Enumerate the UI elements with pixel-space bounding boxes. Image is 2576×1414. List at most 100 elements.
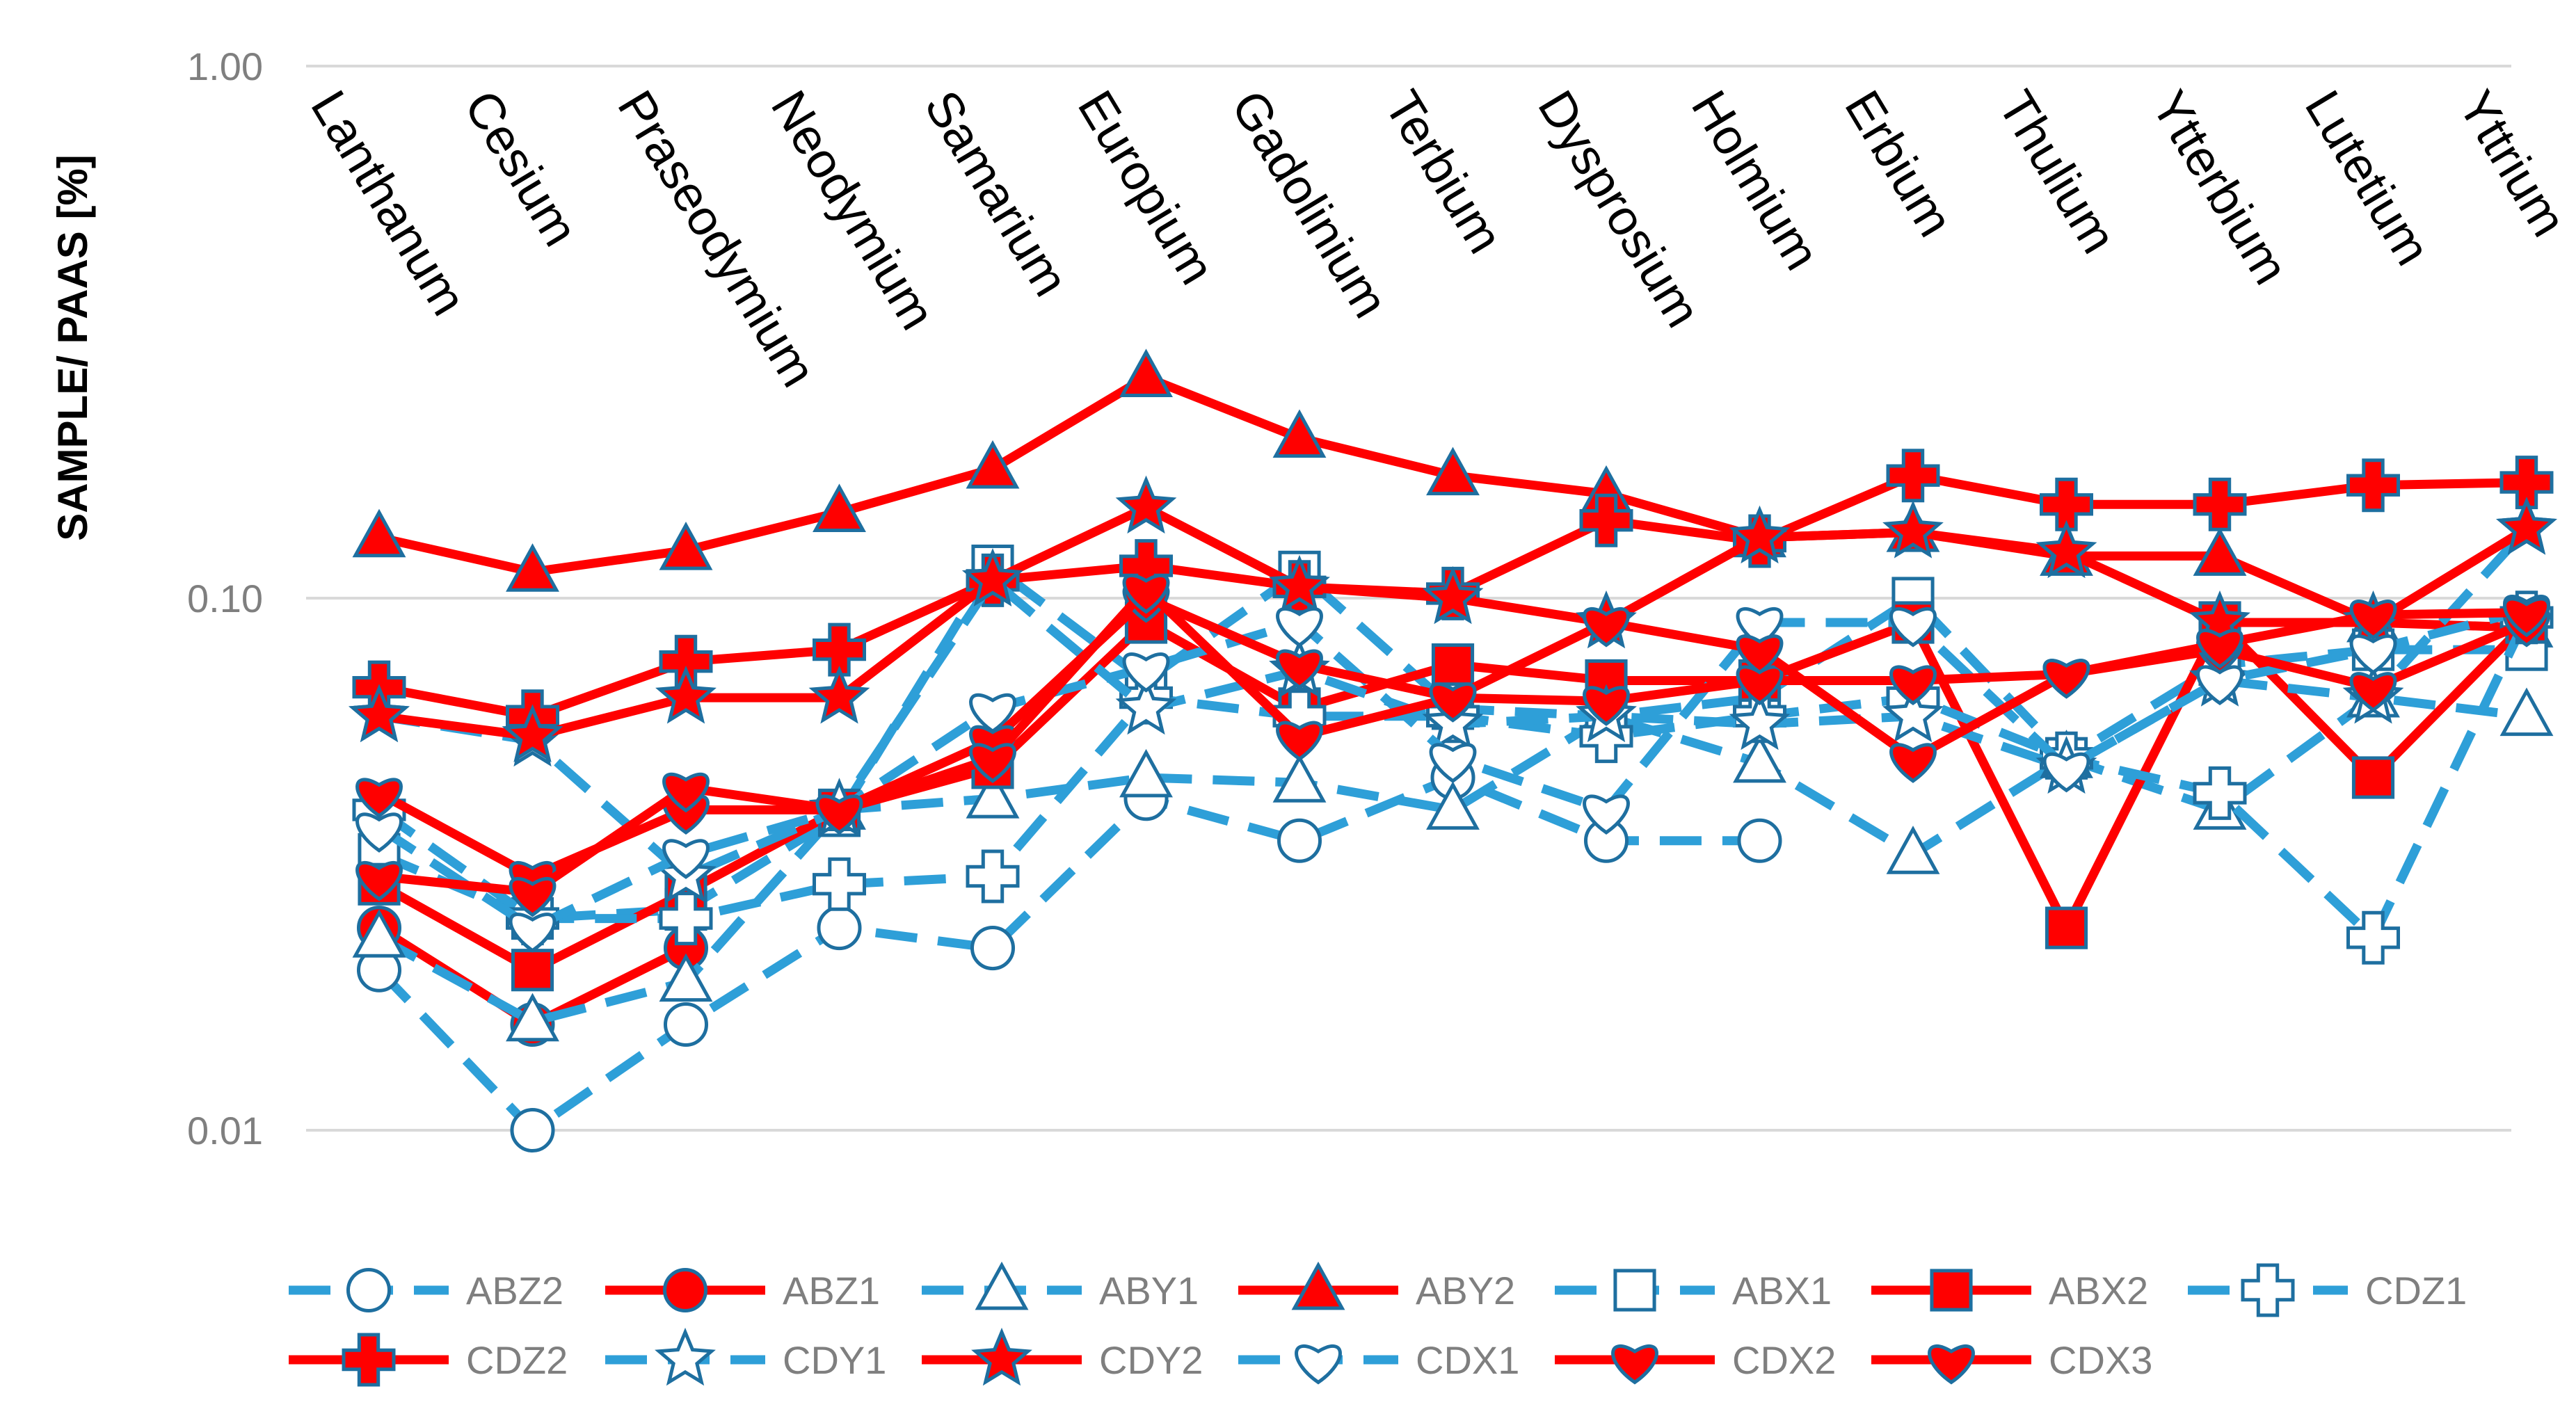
y-tick-label: 1.00 [187,45,263,88]
data-point [1119,748,1173,798]
data-point [1736,607,1784,648]
data-point [1889,607,1937,648]
series-cdx3 [355,574,2550,917]
data-point [813,857,866,911]
data-point [966,770,1020,819]
legend-label: CDX1 [1416,1338,1519,1382]
legend-item-cdy1: CDY1 [605,1327,886,1386]
category-label: Erbium [1834,81,1963,246]
data-point [1737,818,1782,863]
data-point [962,548,1023,606]
data-point [355,812,403,853]
data-point [352,508,406,558]
legend-item-cdx3: CDX3 [1871,1338,2152,1385]
legend-label: ABX1 [1732,1269,1832,1312]
data-point [1886,826,1940,874]
data-point [1886,449,1940,503]
y-axis-ticks: 1.00 0.10 0.01 [187,45,263,1152]
legend-marker [971,1327,1032,1386]
legend-item-aby1: ABY1 [922,1261,1199,1312]
data-point [1889,743,1937,783]
data-point [355,861,403,901]
data-point [1882,684,1944,743]
data-point [2499,456,2554,510]
legend-marker [346,1267,392,1313]
legend-marker [342,1333,396,1387]
legend-item-aby2: ABY2 [1238,1261,1515,1312]
legend-label: ABZ1 [783,1269,880,1312]
data-point [511,949,554,992]
data-point [2045,906,2088,949]
data-point [1429,743,1477,783]
data-point [2503,597,2550,638]
series-abz2 [356,755,1782,1153]
data-point [1431,643,1475,686]
data-point [2346,458,2400,513]
data-point [2349,672,2397,712]
legend: ABZ2 ABZ1 ABY1 ABY2 ABX1 ABX2 CDZ1 CDZ2 CDY1 CDY2… [289,1261,2467,1387]
data-point [509,913,557,953]
legend-item-cdx2: CDX2 [1555,1338,1836,1385]
data-point [970,926,1016,971]
data-point [506,543,559,592]
data-point [1122,574,1170,614]
data-point [1729,505,1791,564]
legend-label: CDZ2 [466,1338,568,1382]
data-point [2042,659,2090,699]
data-point [1276,649,1323,690]
legend-item-cdx1: CDX1 [1238,1338,1519,1385]
category-label: Samarium [913,81,1079,305]
category-label: Holmium [1681,81,1830,280]
legend-label: ABX2 [2049,1269,2148,1312]
data-point [2349,634,2397,675]
data-point [1882,500,1944,559]
data-point [1583,794,1630,835]
legend-label: ABY1 [1099,1269,1199,1312]
data-point [813,622,866,677]
data-point [1426,781,1480,830]
series-line [376,693,2527,1027]
data-point [2035,520,2097,579]
legend-marker [1611,1344,1658,1385]
data-point [1426,447,1480,496]
data-point [808,665,870,724]
legend-marker [1295,1344,1342,1385]
data-point [659,892,713,946]
category-label: Dysprosium [1527,81,1711,337]
data-point [2193,766,2247,820]
data-point [355,778,403,818]
y-axis-title: SAMPLE/ PAAS [%] [49,154,96,541]
data-point [1119,348,1173,397]
data-point [662,839,710,879]
data-point [662,772,710,813]
data-point [1272,409,1327,458]
data-point [1579,493,1633,547]
data-point [1583,607,1630,648]
legend-label: ABY2 [1416,1269,1515,1312]
legend-label: CDX3 [2049,1338,2152,1382]
data-point [815,794,863,835]
category-label: Neodymium [760,81,945,339]
legend-item-cdy2: CDY2 [922,1327,1203,1386]
data-point [1269,554,1330,613]
data-point [1429,682,1477,723]
data-point [2193,477,2247,531]
data-point [1889,665,1937,706]
category-label: Lanthanum [300,81,477,325]
data-point [1276,721,1323,762]
legend-item-abz1: ABZ1 [605,1267,880,1313]
data-point [2349,600,2397,640]
data-point [1729,691,1791,750]
data-point [502,704,563,762]
legend-marker [655,1327,716,1386]
data-point [1272,754,1327,803]
data-point [659,953,713,1002]
data-point [1733,734,1786,783]
legend-marker [662,1267,708,1313]
legend-item-abz2: ABZ2 [289,1267,563,1313]
data-point [969,743,1016,783]
y-tick-label: 0.10 [187,577,263,620]
legend-label: CDY1 [783,1338,886,1382]
legend-item-abx1: ABX1 [1555,1269,1832,1312]
legend-item-cdz2: CDZ2 [289,1333,568,1387]
